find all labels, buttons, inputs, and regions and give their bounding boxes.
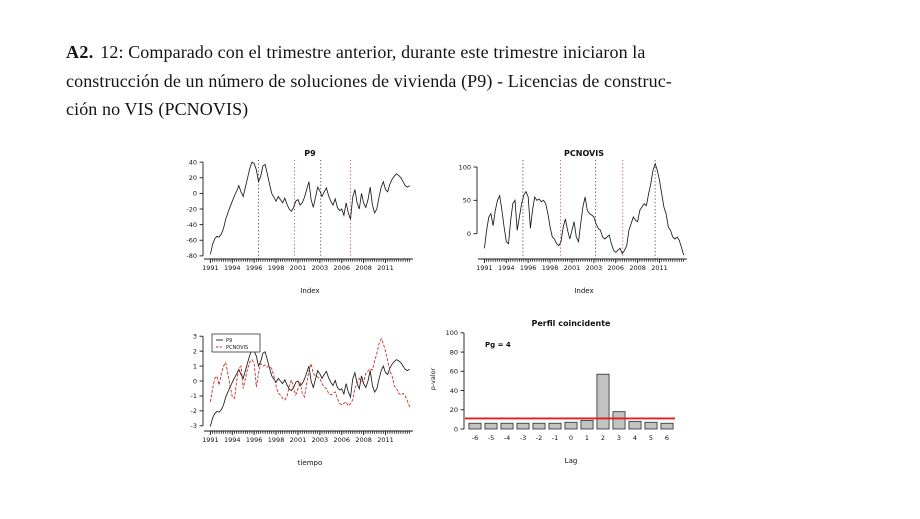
svg-text:-20: -20	[186, 205, 197, 213]
svg-text:1991: 1991	[202, 436, 219, 444]
svg-text:PCNOVIS: PCNOVIS	[564, 149, 604, 158]
chart-p9: P9 40 20 0 -20 -40 -60 -80 Index 1991 1994 1996 1998…	[186, 149, 413, 295]
svg-text:-2: -2	[536, 434, 542, 442]
svg-text:-3: -3	[191, 422, 197, 430]
svg-text:3: 3	[193, 333, 197, 341]
svg-text:1996: 1996	[520, 264, 537, 272]
svg-text:-2: -2	[191, 407, 197, 415]
svg-text:1998: 1998	[268, 436, 285, 444]
svg-text:Index: Index	[300, 287, 319, 295]
svg-text:-80: -80	[186, 252, 197, 260]
heading-line-1: A2. 12: Comparado con el trimestre anter…	[66, 38, 856, 67]
svg-text:Pg = 4: Pg = 4	[485, 341, 511, 349]
heading-line-3: ción no VIS (PCNOVIS)	[66, 99, 249, 119]
svg-text:50: 50	[463, 197, 471, 205]
svg-text:2006: 2006	[333, 436, 350, 444]
svg-text:1994: 1994	[224, 436, 241, 444]
svg-text:100: 100	[459, 163, 471, 171]
svg-text:-4: -4	[504, 434, 510, 442]
svg-text:P9: P9	[226, 338, 232, 344]
svg-text:Index: Index	[574, 287, 593, 295]
svg-text:1994: 1994	[498, 264, 515, 272]
svg-text:5: 5	[649, 434, 653, 442]
svg-text:Perfil coincidente: Perfil coincidente	[532, 319, 612, 328]
svg-text:100: 100	[446, 329, 458, 337]
svg-text:20: 20	[450, 406, 458, 414]
svg-text:4: 4	[633, 434, 637, 442]
svg-text:-6: -6	[472, 434, 478, 442]
svg-text:-5: -5	[488, 434, 494, 442]
svg-text:2011: 2011	[377, 264, 394, 272]
svg-text:2001: 2001	[564, 264, 581, 272]
svg-text:1: 1	[585, 434, 589, 442]
svg-text:20: 20	[189, 174, 197, 182]
svg-text:2: 2	[601, 434, 605, 442]
heading-line-2: construcción de un número de soluciones …	[66, 70, 672, 91]
svg-text:2008: 2008	[355, 436, 372, 444]
svg-text:2008: 2008	[355, 264, 372, 272]
svg-text:60: 60	[450, 368, 458, 376]
heading-label: A2.	[66, 42, 94, 62]
svg-text:P9: P9	[304, 149, 316, 158]
svg-text:Lag: Lag	[565, 457, 578, 465]
svg-text:0: 0	[193, 190, 197, 198]
svg-text:1991: 1991	[476, 264, 493, 272]
svg-text:1996: 1996	[246, 264, 263, 272]
svg-text:0: 0	[467, 230, 471, 238]
heading-line-1-text: 12: Comparado con el trimestre anterior,…	[95, 42, 646, 62]
svg-text:2011: 2011	[651, 264, 668, 272]
svg-text:1994: 1994	[224, 264, 241, 272]
question-heading: A2. 12: Comparado con el trimestre anter…	[66, 38, 856, 124]
svg-text:tiempo: tiempo	[298, 459, 323, 467]
svg-text:1998: 1998	[268, 264, 285, 272]
chart-std: 3 2 1 0 -1 -2 -3 tiempo 1991 1994 1996 1998 2001 2003…	[191, 333, 413, 467]
svg-text:2008: 2008	[629, 264, 646, 272]
svg-text:1: 1	[193, 362, 197, 370]
svg-text:3: 3	[617, 434, 621, 442]
svg-text:0: 0	[569, 434, 573, 442]
svg-text:-40: -40	[186, 221, 197, 229]
svg-text:40: 40	[450, 387, 458, 395]
svg-text:6: 6	[665, 434, 669, 442]
svg-text:2001: 2001	[290, 436, 307, 444]
svg-text:2011: 2011	[377, 436, 394, 444]
svg-text:-60: -60	[186, 237, 197, 245]
svg-text:2001: 2001	[290, 264, 307, 272]
svg-text:2006: 2006	[333, 264, 350, 272]
svg-text:40: 40	[189, 158, 197, 166]
svg-text:1991: 1991	[202, 264, 219, 272]
svg-text:80: 80	[450, 348, 458, 356]
svg-text:-1: -1	[552, 434, 558, 442]
chart-pcnovis: PCNOVIS 100 50 0 Index 1991 1994 1996 1998 2001 20…	[459, 149, 687, 295]
svg-text:p-valor: p-valor	[429, 367, 437, 390]
svg-text:-1: -1	[191, 392, 197, 400]
svg-text:-3: -3	[520, 434, 526, 442]
svg-text:2006: 2006	[607, 264, 624, 272]
svg-text:PCNOVIS: PCNOVIS	[226, 345, 248, 351]
chart-perfil: Perfil coincidente100806040200p-valorLag…	[429, 319, 675, 465]
svg-text:0: 0	[454, 425, 458, 433]
svg-text:1996: 1996	[246, 436, 263, 444]
svg-text:2003: 2003	[586, 264, 603, 272]
svg-text:0: 0	[193, 377, 197, 385]
svg-text:1998: 1998	[542, 264, 559, 272]
svg-text:2003: 2003	[312, 436, 329, 444]
svg-text:2003: 2003	[312, 264, 329, 272]
svg-text:2: 2	[193, 347, 197, 355]
